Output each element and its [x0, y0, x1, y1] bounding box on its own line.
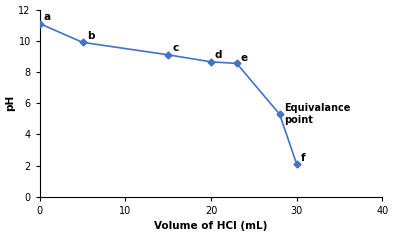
X-axis label: Volume of HCl (mL): Volume of HCl (mL) — [154, 221, 268, 232]
Text: e: e — [240, 53, 247, 64]
Text: Equivalance
point: Equivalance point — [284, 103, 350, 125]
Text: b: b — [87, 31, 94, 41]
Y-axis label: pH: pH — [6, 95, 15, 111]
Text: d: d — [214, 50, 222, 60]
Text: f: f — [301, 153, 306, 163]
Text: c: c — [173, 43, 179, 53]
Text: a: a — [43, 12, 50, 22]
